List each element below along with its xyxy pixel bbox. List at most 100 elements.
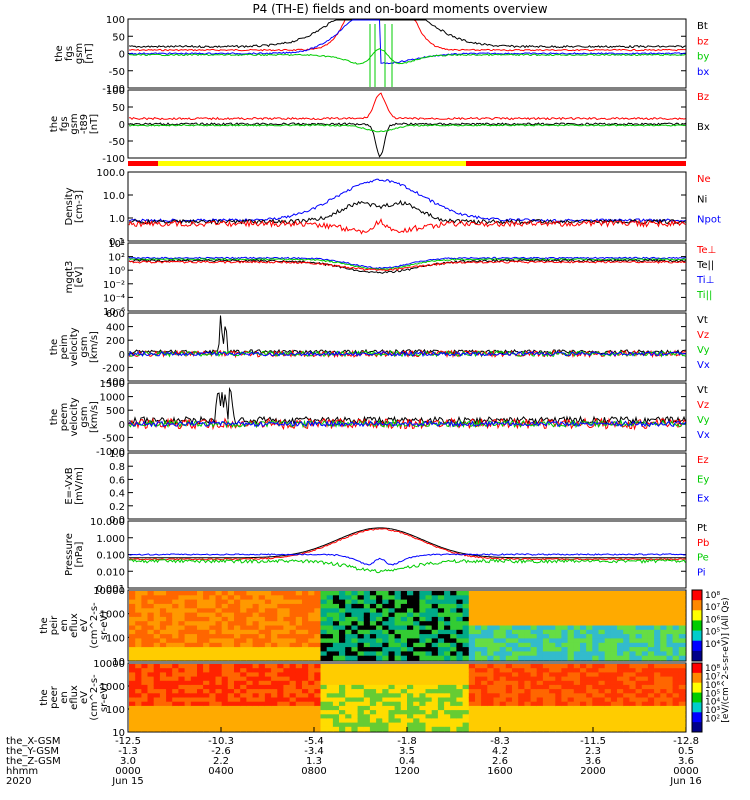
spectrogram-cell	[153, 680, 161, 686]
spectrogram-cell	[283, 647, 291, 652]
spectrogram-cell	[246, 603, 254, 609]
spectrogram-cell	[678, 591, 686, 596]
spectrogram-cell	[549, 647, 556, 652]
spectrogram-cell	[672, 591, 680, 596]
spectrogram-cell	[604, 693, 612, 699]
spectrogram-cell	[629, 684, 637, 690]
series-npot	[128, 178, 686, 223]
spectrogram-cell	[339, 664, 346, 669]
y-axis-label-line: [nT]	[89, 114, 100, 134]
spectrogram-cell	[246, 625, 254, 631]
spectrogram-cell	[431, 591, 439, 596]
spectrogram-cell	[153, 616, 161, 622]
spectrogram-cell	[518, 701, 525, 707]
spectrogram-cell	[339, 608, 346, 614]
spectrogram-cell	[419, 603, 427, 609]
spectrogram-cell	[444, 595, 451, 601]
spectrogram-cell	[450, 642, 457, 648]
spectrogram-cell	[252, 625, 260, 631]
spectrogram-cell	[400, 655, 408, 661]
spectrogram-cell	[271, 599, 278, 605]
spectrogram-cell	[190, 642, 198, 648]
spectrogram-cell	[493, 722, 501, 728]
spectrogram-cell	[407, 621, 414, 627]
spectrogram-cell	[623, 668, 630, 673]
spectrogram-cell	[197, 608, 204, 614]
spectrogram-cell	[314, 676, 322, 682]
ion-spectrogram	[129, 591, 686, 661]
mode-bar-fast	[466, 161, 686, 166]
spectrogram-cell	[184, 621, 192, 627]
spectrogram-cell	[524, 668, 532, 673]
spectrogram-cell	[184, 608, 192, 614]
spectrogram-cell	[499, 629, 507, 635]
spectrogram-cell	[468, 701, 476, 707]
spectrogram-cell	[407, 705, 414, 711]
spectrogram-cell	[635, 693, 643, 699]
spectrogram-cell	[209, 642, 217, 648]
spectrogram-cell	[456, 591, 464, 596]
spectrogram-cell	[505, 718, 513, 724]
spectrogram-cell	[493, 608, 501, 614]
spectrogram-cell	[493, 634, 501, 639]
spectrogram-cell	[555, 714, 563, 720]
spectrogram-cell	[234, 647, 241, 652]
spectrogram-cell	[573, 599, 581, 605]
spectrogram-cell	[660, 616, 668, 622]
spectrogram-cell	[567, 638, 575, 644]
spectrogram-cell	[246, 722, 254, 728]
y-tick-label: 0.8	[109, 462, 125, 473]
spectrogram-cell	[215, 718, 223, 724]
spectrogram-cell	[295, 595, 303, 601]
spectrogram-cell	[283, 697, 291, 703]
spectrogram-cell	[475, 655, 482, 661]
x-tick-label: -1.3	[118, 746, 138, 757]
spectrogram-cell	[629, 718, 637, 724]
spectrogram-cell	[258, 647, 266, 652]
spectrogram-cell	[456, 680, 464, 686]
spectrogram-cell	[197, 591, 204, 596]
spectrogram-cell	[561, 638, 569, 644]
spectrogram-cell	[437, 629, 445, 635]
spectrogram-cell	[635, 722, 643, 728]
spectrogram-cell	[456, 684, 464, 690]
spectrogram-cell	[580, 616, 587, 622]
spectrogram-cell	[190, 710, 198, 715]
spectrogram-cell	[592, 621, 600, 627]
spectrogram-cell	[407, 672, 414, 678]
spectrogram-cell	[437, 655, 445, 661]
y-axis-label-line: peim	[59, 334, 70, 359]
spectrogram-cell	[166, 591, 173, 596]
spectrogram-cell	[190, 689, 198, 694]
spectrogram-cell	[456, 634, 464, 639]
spectrogram-cell	[326, 621, 334, 627]
spectrogram-cell	[215, 710, 223, 715]
spectrogram-cell	[413, 726, 420, 732]
spectrogram-cell	[549, 714, 556, 720]
spectrogram-cell	[413, 672, 420, 678]
spectrogram-cell	[598, 616, 606, 622]
spectrogram-cell	[437, 705, 445, 711]
spectrogram-cell	[400, 680, 408, 686]
spectrogram-cell	[221, 629, 229, 635]
spectrogram-cell	[129, 701, 136, 707]
spectrogram-cell	[666, 612, 674, 618]
spectrogram-cell	[302, 664, 309, 669]
spectrogram-cell	[475, 608, 482, 614]
spectrogram-cell	[437, 599, 445, 605]
spectrogram-cell	[369, 705, 377, 711]
spectrogram-cell	[678, 680, 686, 686]
series-vi-x	[128, 350, 686, 358]
spectrogram-cell	[505, 595, 513, 601]
legend-entry-by: by	[697, 52, 709, 63]
spectrogram-cell	[264, 612, 272, 618]
spectrogram-cell	[295, 714, 303, 720]
spectrogram-cell	[376, 726, 383, 732]
spectrogram-cell	[252, 672, 260, 678]
spectrogram-cell	[586, 697, 593, 703]
spectrogram-cell	[419, 664, 427, 669]
spectrogram-cell	[363, 672, 371, 678]
spectrogram-cell	[654, 616, 661, 622]
spectrogram-cell	[394, 684, 402, 690]
spectrogram-cell	[592, 710, 600, 715]
